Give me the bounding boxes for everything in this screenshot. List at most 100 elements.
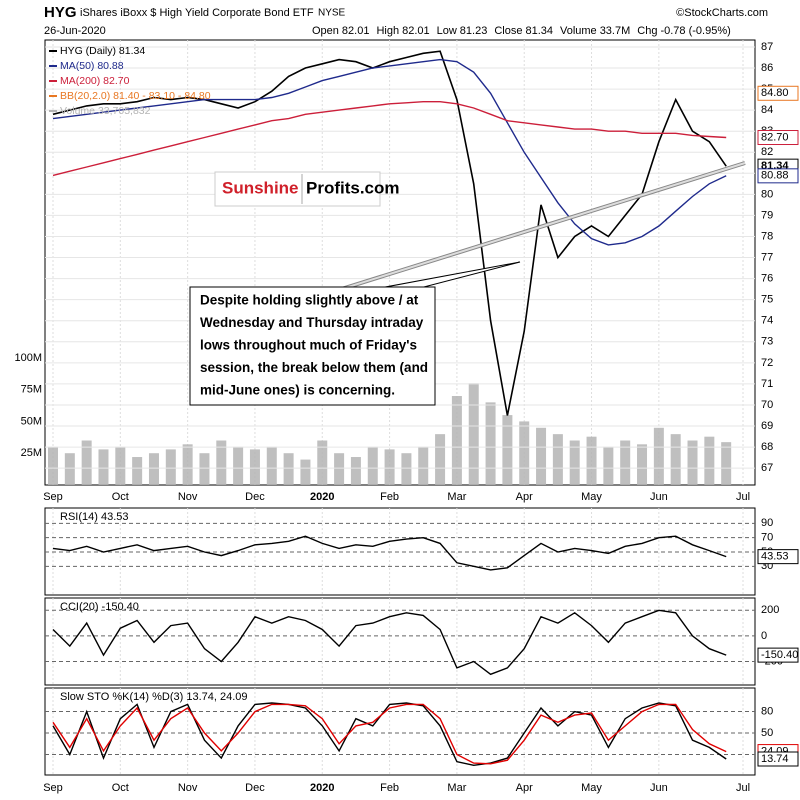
volume-bar bbox=[653, 427, 664, 485]
y-tick-label: 72 bbox=[761, 357, 773, 369]
volume-bar bbox=[687, 440, 698, 485]
volume-bar bbox=[401, 453, 412, 485]
x-tick-label: Dec bbox=[245, 782, 265, 794]
x-tick-label: 2020 bbox=[310, 782, 334, 794]
quote-label: Low bbox=[437, 25, 457, 37]
volume-bar bbox=[603, 446, 614, 485]
volume-bar bbox=[721, 442, 732, 485]
trend-line-inner bbox=[299, 162, 746, 303]
indicator-title: CCI(20) -150.40 bbox=[60, 601, 139, 613]
quote-value: 82.01 bbox=[342, 25, 370, 37]
x-tick-label: Jun bbox=[650, 782, 668, 794]
price-tag-label: 84.80 bbox=[761, 87, 789, 99]
exchange: NYSE bbox=[318, 8, 346, 19]
quote-label: High bbox=[376, 25, 399, 37]
volume-bar bbox=[317, 440, 328, 485]
x-tick-label: Apr bbox=[516, 491, 533, 503]
y-tick-label: 100M bbox=[14, 352, 42, 364]
y-tick-label: 71 bbox=[761, 378, 773, 390]
x-tick-label: Oct bbox=[112, 491, 129, 503]
volume-bar bbox=[283, 453, 294, 485]
x-tick-label: Mar bbox=[447, 782, 466, 794]
x-tick-label: Nov bbox=[178, 782, 198, 794]
price-tag-label: 13.74 bbox=[761, 753, 789, 765]
x-tick-label: Jun bbox=[650, 491, 668, 503]
plot: 25M 50M 75M 100M 67 68 69 70 71 72 73 74 75 76 77 78 79 8… bbox=[14, 39, 799, 794]
volume-bar bbox=[115, 446, 126, 485]
date: 26-Jun-2020 bbox=[44, 25, 106, 37]
x-tick-label: Mar bbox=[447, 491, 466, 503]
volume-bar bbox=[451, 396, 462, 485]
volume-bar bbox=[266, 446, 277, 485]
y-tick-label: 80 bbox=[761, 188, 773, 200]
quote-label: Close bbox=[494, 25, 522, 37]
y-tick-label: 82 bbox=[761, 146, 773, 158]
y-tick-label: 77 bbox=[761, 251, 773, 263]
quote: Open 82.01 High 82.01 Low 81.23 Close 81.34 Volu… bbox=[312, 25, 731, 37]
volume-bar bbox=[435, 434, 446, 485]
volume-bar bbox=[249, 449, 260, 485]
price-tag-label: -150.40 bbox=[761, 649, 798, 661]
volume-bar bbox=[620, 440, 631, 485]
x-tick-label: Jul bbox=[736, 782, 750, 794]
annotation-line: lows throughout much of Friday's bbox=[200, 338, 417, 353]
x-tick-label: Jul bbox=[736, 491, 750, 503]
y-tick-label: 75M bbox=[21, 384, 42, 396]
volume-bar bbox=[384, 449, 395, 485]
series-line bbox=[52, 101, 727, 177]
volume-bar bbox=[182, 444, 193, 485]
symbol: HYG bbox=[44, 4, 77, 21]
volume-bar bbox=[536, 427, 547, 485]
quote-label: Open bbox=[312, 25, 339, 37]
price-tag bbox=[757, 751, 799, 767]
x-tick-label: Nov bbox=[178, 491, 198, 503]
annotation-line: mid-June ones) is concerning. bbox=[200, 383, 395, 398]
quote-label: Volume bbox=[560, 25, 597, 37]
x-tick-label: Apr bbox=[516, 782, 533, 794]
x-tick-label: Oct bbox=[112, 782, 129, 794]
volume-bar bbox=[233, 446, 244, 485]
volume-bar bbox=[216, 440, 227, 485]
x-tick-label: Sep bbox=[43, 491, 63, 503]
price-tag bbox=[757, 647, 799, 663]
y-tick-label: 200 bbox=[761, 604, 779, 616]
panel-frame bbox=[44, 39, 756, 486]
y-tick-label: 69 bbox=[761, 420, 773, 432]
quote-value: 81.34 bbox=[525, 25, 553, 37]
panel-frame bbox=[44, 597, 756, 686]
series-line bbox=[52, 535, 727, 571]
volume-bar bbox=[704, 436, 715, 485]
annotation-line: Despite holding slightly above / at bbox=[200, 293, 419, 308]
y-tick-label: 80 bbox=[761, 705, 773, 717]
volume-bar bbox=[148, 453, 159, 485]
price-tag bbox=[757, 549, 799, 565]
x-tick-label: 2020 bbox=[310, 491, 334, 503]
y-tick-label: 90 bbox=[761, 517, 773, 529]
x-tick-label: Dec bbox=[245, 491, 265, 503]
logo-right: Profits.com bbox=[306, 178, 400, 197]
y-tick-label: 75 bbox=[761, 294, 773, 306]
price-tag-label: 43.53 bbox=[761, 551, 789, 563]
volume-bar bbox=[468, 383, 479, 485]
volume-bar bbox=[569, 440, 580, 485]
legend-label: MA(50) 80.88 bbox=[60, 60, 124, 72]
y-tick-label: 73 bbox=[761, 336, 773, 348]
indicator-title: Slow STO %K(14) %D(3) 13.74, 24.09 bbox=[60, 691, 248, 703]
quote-label: Chg bbox=[637, 25, 657, 37]
y-tick-label: 79 bbox=[761, 209, 773, 221]
volume-bar bbox=[519, 421, 530, 485]
y-tick-label: 87 bbox=[761, 41, 773, 53]
volume-bar bbox=[552, 434, 563, 485]
volume-bar bbox=[586, 436, 597, 485]
series-line bbox=[52, 703, 727, 765]
quote-value: 81.23 bbox=[460, 25, 488, 37]
volume-bar bbox=[637, 444, 648, 485]
y-tick-label: 50M bbox=[21, 415, 42, 427]
volume-bar bbox=[48, 446, 58, 485]
series-line bbox=[52, 702, 727, 767]
volume-bar bbox=[300, 459, 311, 485]
panel-frame bbox=[44, 507, 756, 596]
series-line bbox=[52, 50, 727, 416]
logo-left: Sunshine bbox=[222, 178, 299, 197]
